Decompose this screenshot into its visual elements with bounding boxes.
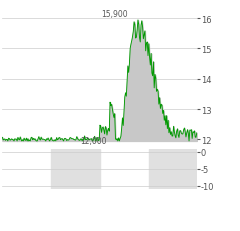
Bar [51,149,100,189]
Bar [149,149,197,189]
Text: 12,000: 12,000 [81,136,107,145]
Text: 15,900: 15,900 [101,10,128,19]
